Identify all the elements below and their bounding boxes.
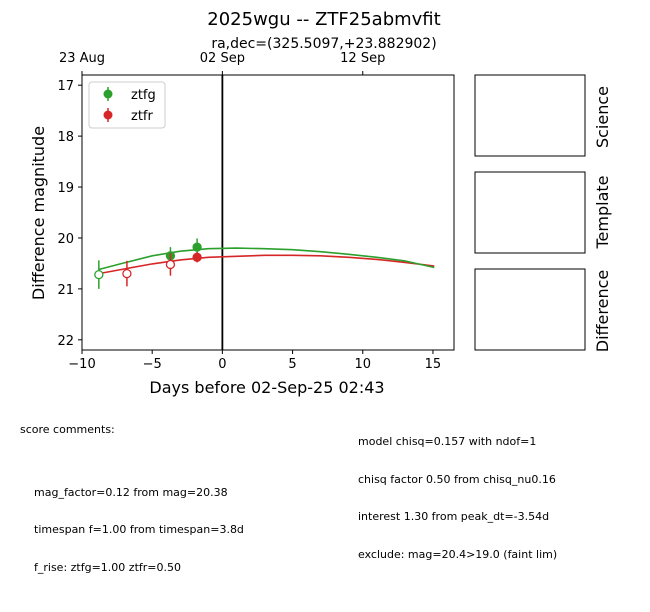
top-tick-label: 23 Aug — [59, 51, 105, 66]
data-point-ztfr — [192, 252, 202, 262]
y-tick-label: 20 — [57, 232, 74, 247]
data-point-ztfg — [192, 242, 202, 252]
template-panel: Template — [474, 171, 612, 254]
x-tick-label: −5 — [143, 357, 162, 372]
legend-label-ztfr: ztfr — [131, 109, 153, 124]
template-panel-label: Template — [593, 175, 612, 249]
difference-panel-label: Difference — [593, 270, 612, 352]
score-comments-left: score comments: mag_factor=0.12 from mag… — [20, 399, 244, 612]
x-axis-label: Days before 02-Sep-25 02:43 — [149, 378, 384, 397]
comment-line: interest 1.30 from peak_dt=-3.54d — [358, 510, 550, 523]
x-tick-label: −10 — [68, 357, 95, 372]
y-tick-label: 19 — [57, 181, 74, 196]
science-panel: Science — [474, 74, 612, 157]
comment-line: mag_factor=0.12 from mag=20.38 — [34, 485, 228, 499]
x-tick-label: 0 — [218, 357, 226, 372]
legend-entry-ztfg: ztfg — [103, 87, 156, 103]
comment-line: model chisq=0.157 with ndof=1 — [358, 435, 537, 448]
comment-line: f_rise: ztfg=1.00 ztfr=0.50 — [34, 560, 181, 574]
data-point-ztfg — [94, 269, 104, 280]
fit-curve-ztfg — [98, 247, 435, 271]
comment-line: exclude: mag=20.4>19.0 (faint lim) — [358, 547, 558, 561]
x-tick-label: 5 — [288, 357, 296, 372]
top-tick-label: 02 Sep — [200, 51, 245, 66]
figure-canvas: 2025wgu -- ZTF25abmvfit ra,dec=(325.5097… — [29, 9, 612, 397]
data-points — [94, 238, 202, 289]
y-tick-label: 18 — [57, 130, 74, 145]
score-comments-header: score comments: — [20, 423, 115, 436]
comment-line: timespan f=1.00 from timespan=3.8d — [34, 523, 244, 536]
fit-curves — [98, 247, 435, 275]
x-tick-label: 15 — [425, 357, 442, 372]
data-point-ztfr — [122, 268, 132, 279]
score-comments-right: model chisq=0.157 with ndof=1 chisq fact… — [358, 411, 557, 574]
legend-label-ztfg: ztfg — [131, 88, 156, 103]
difference-panel: Difference — [474, 268, 612, 352]
top-tick-label: 12 Sep — [340, 51, 385, 66]
figure-subtitle: ra,dec=(325.5097,+23.882902) — [211, 36, 436, 52]
axis-ticks: −10 −5 0 5 10 15 17 18 19 20 21 22 23 Aug 02 Sep 12 Se… — [57, 51, 441, 372]
figure-title: 2025wgu -- ZTF25abmvfit — [207, 9, 440, 30]
x-tick-label: 10 — [354, 357, 371, 372]
comment-line: chisq factor 0.50 from chisq_nu0.16 — [358, 472, 556, 486]
data-point-ztfr — [165, 259, 176, 270]
science-panel-label: Science — [593, 86, 612, 148]
fit-curve-ztfr — [98, 254, 435, 275]
y-axis-label: Difference magnitude — [29, 126, 48, 300]
y-tick-label: 17 — [57, 79, 74, 94]
legend: ztfg ztfr — [88, 81, 166, 129]
y-tick-label: 22 — [57, 334, 74, 349]
y-tick-label: 21 — [57, 283, 74, 298]
legend-entry-ztfr: ztfr — [103, 108, 153, 124]
